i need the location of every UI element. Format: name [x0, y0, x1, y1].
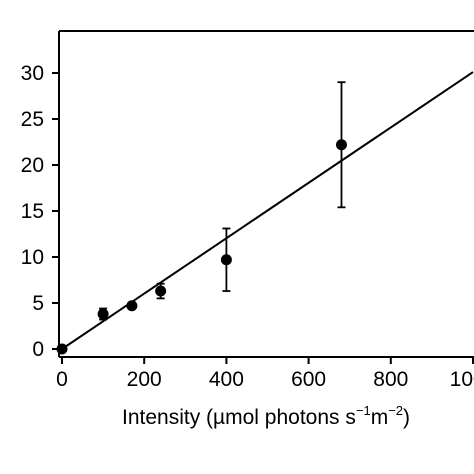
data-point [97, 308, 109, 320]
x-tick-label: 400 [209, 368, 244, 391]
y-tick-label: 15 [21, 200, 44, 223]
x-tick-label: 600 [291, 368, 326, 391]
data-point [126, 300, 138, 312]
data-point [335, 139, 347, 151]
data-point [155, 285, 167, 297]
y-tick-label: 25 [21, 108, 44, 131]
data-point [56, 343, 68, 355]
x-tick-label: 0 [56, 368, 68, 391]
x-tick-label: 800 [373, 368, 408, 391]
y-tick-label: 10 [21, 246, 44, 269]
fit-line [61, 71, 474, 350]
y-tick-label: 5 [32, 292, 44, 315]
x-tick-label: 1000 [450, 368, 474, 391]
data-point [220, 254, 232, 266]
y-tick-label: 0 [32, 338, 44, 361]
y-tick-label: 30 [21, 62, 44, 85]
tick-labels: 0 5 10 15 20 25 30 0 200 400 600 800 1000 [21, 62, 474, 391]
x-axis-title: Intensity (µmol photons s−1m−2) [122, 403, 410, 429]
plot-area [52, 30, 474, 364]
y-tick-label: 20 [21, 154, 44, 177]
x-tick-label: 200 [127, 368, 162, 391]
